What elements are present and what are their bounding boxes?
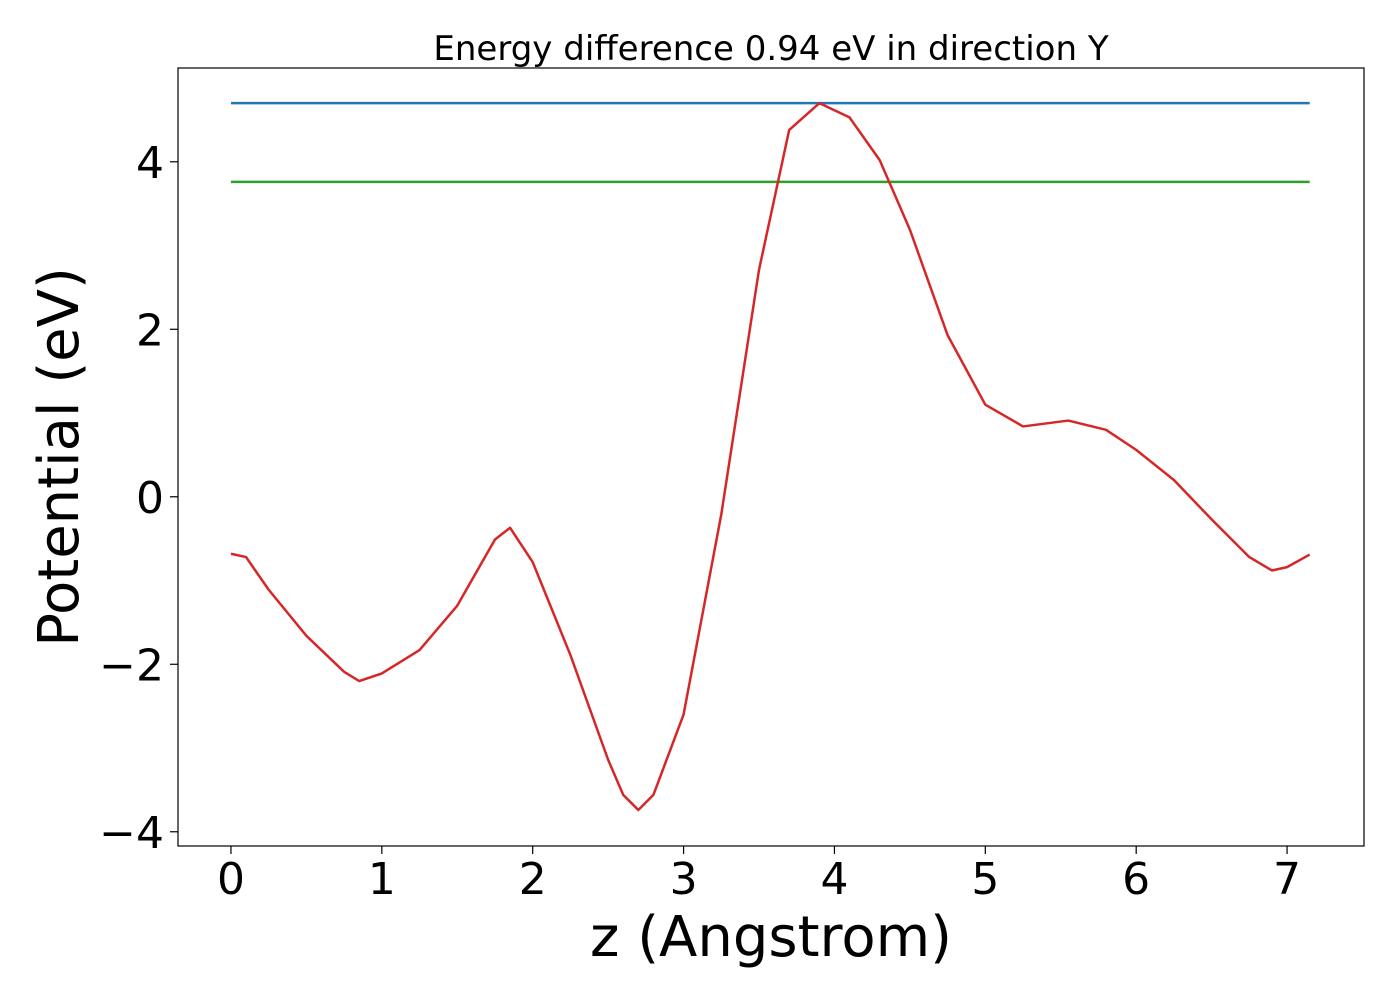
- x-tick-label: 0: [217, 854, 245, 905]
- x-tick-label: 5: [971, 854, 999, 905]
- x-tick-label: 7: [1273, 854, 1301, 905]
- x-tick-label: 4: [820, 854, 848, 905]
- y-tick-label: 4: [136, 138, 164, 189]
- x-tick-label: 1: [368, 854, 396, 905]
- x-tick-label: 6: [1122, 854, 1150, 905]
- x-axis-label: z (Angstrom): [590, 905, 952, 970]
- y-tick-label: 2: [136, 305, 164, 356]
- y-tick-label: 0: [136, 473, 164, 524]
- plot-frame: [177, 67, 1365, 847]
- y-axis-label: Potential (eV): [27, 267, 92, 647]
- x-tick-label: 3: [670, 854, 698, 905]
- chart-title: Energy difference 0.94 eV in direction Y: [433, 29, 1108, 69]
- line-series: [230, 101, 1311, 812]
- y-tick-label: −4: [99, 808, 164, 859]
- x-tick-label: 2: [519, 854, 547, 905]
- y-tick-label: −2: [99, 640, 164, 691]
